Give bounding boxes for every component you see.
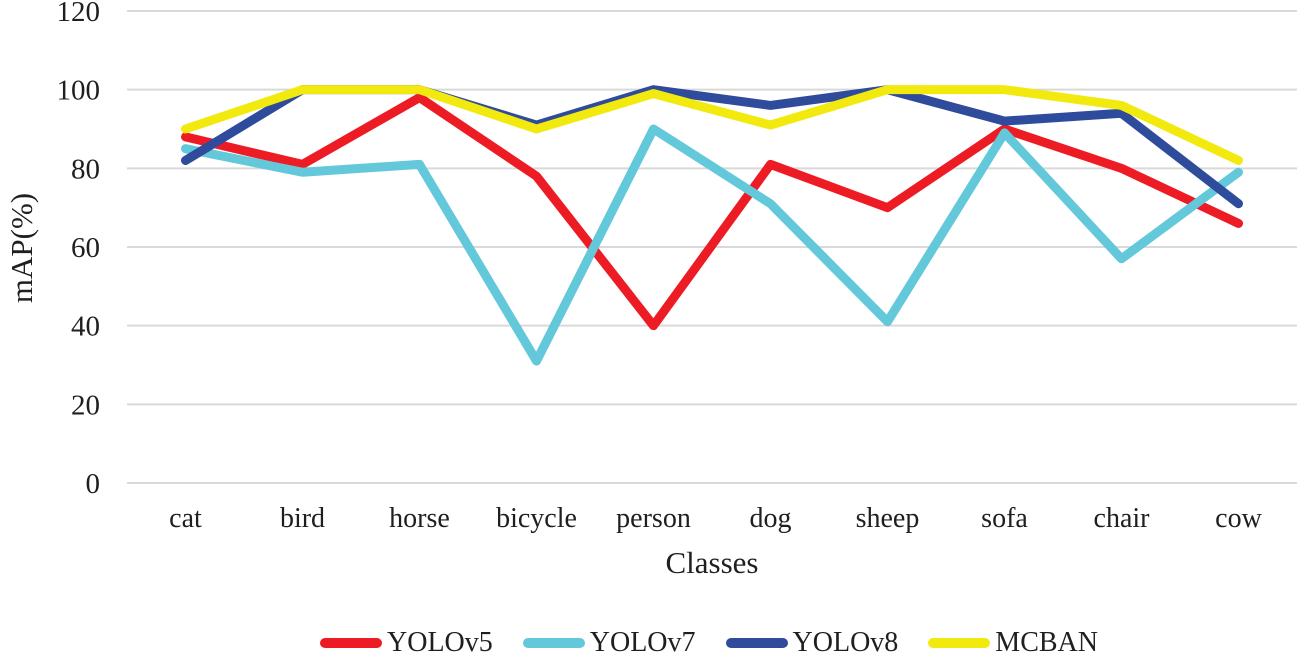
- x-category-label: chair: [1094, 503, 1151, 534]
- series-line-yolov7: [181, 124, 1243, 366]
- x-category-label: horse: [389, 503, 450, 534]
- y-axis-title: mAP(%): [4, 192, 39, 304]
- chart-legend: YOLOv5 YOLOv7 YOLOv8 MCBAN: [320, 629, 1098, 657]
- plot-area: 0 20 40 60 80 100 120 cat bird horse bicycle person…: [57, 0, 1297, 534]
- y-tick-label: 100: [57, 75, 101, 107]
- x-category-label: cat: [169, 503, 202, 534]
- x-category-label: bird: [280, 503, 325, 534]
- legend-swatch-icon: [928, 638, 991, 648]
- legend-label: YOLOv5: [387, 627, 493, 658]
- x-category-label: cow: [1215, 503, 1262, 534]
- y-tick-label: 120: [57, 0, 101, 28]
- legend-swatch-icon: [522, 638, 585, 648]
- legend-swatch-icon: [725, 638, 788, 648]
- x-category-label: sofa: [981, 503, 1028, 534]
- y-tick-label: 60: [71, 232, 100, 264]
- series-line-mcban: [181, 85, 1243, 165]
- x-category-label: bicycle: [496, 503, 577, 534]
- y-tick-label: 40: [71, 311, 100, 343]
- legend-item-yolov8: YOLOv8: [725, 627, 899, 658]
- legend-item-mcban: MCBAN: [928, 629, 1098, 657]
- series-line-yolov5: [181, 93, 1243, 331]
- legend-label: YOLOv7: [589, 627, 696, 658]
- legend-label: MCBAN: [995, 627, 1098, 658]
- legend-item-yolov5: YOLOv5: [320, 629, 493, 657]
- y-tick-label: 0: [86, 468, 101, 500]
- x-category-label: person: [616, 503, 691, 534]
- y-tick-label: 80: [71, 153, 100, 185]
- legend-swatch-icon: [320, 638, 382, 648]
- legend-label: YOLOv8: [792, 627, 899, 658]
- x-category-label: sheep: [856, 503, 920, 534]
- legend-item-yolov7: YOLOv7: [522, 627, 696, 658]
- x-axis-title: Classes: [665, 545, 759, 580]
- y-tick-label: 20: [71, 389, 100, 421]
- x-category-label: dog: [750, 503, 792, 534]
